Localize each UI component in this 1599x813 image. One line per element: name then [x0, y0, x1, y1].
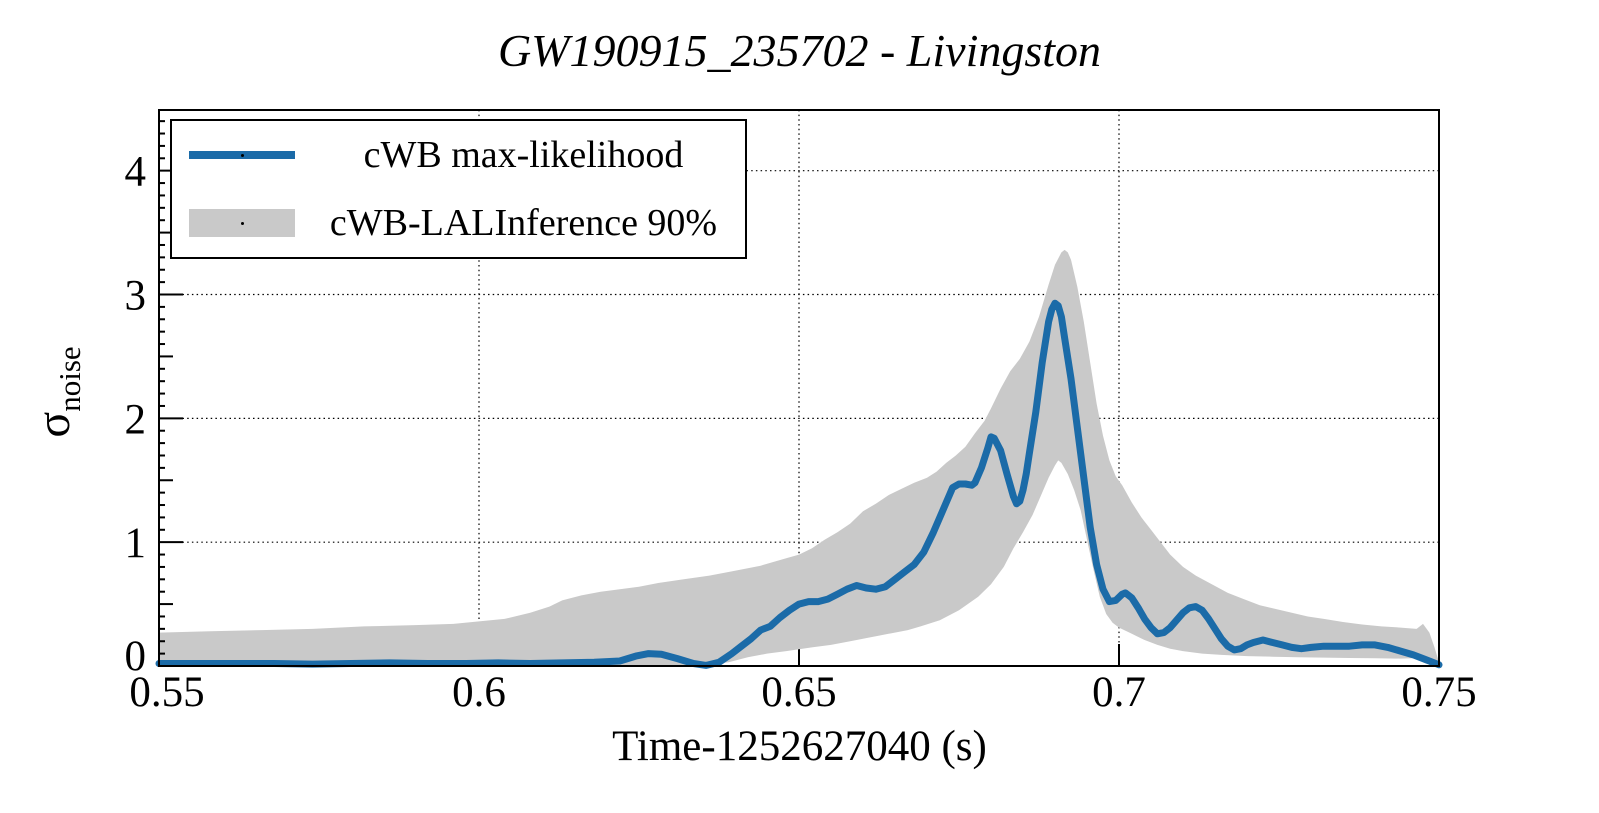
legend-marker-dot: [240, 153, 244, 157]
y-tick-label: 3: [125, 273, 147, 320]
x-tick-label: 0.75: [1401, 669, 1476, 716]
x-axis-label: Time-1252627040 (s): [612, 723, 987, 770]
x-tick-label: 0.7: [1092, 669, 1146, 716]
legend-band-swatch: [189, 209, 295, 237]
legend-label-confidence-band: cWB-LALInference 90%: [329, 202, 718, 244]
max-likelihood-curve: [155, 299, 1443, 669]
x-tick-label: 0.55: [129, 669, 204, 716]
x-tick-label: 0.6: [452, 669, 506, 716]
confidence-band: [159, 249, 1439, 666]
x-tick-label: 0.65: [761, 669, 836, 716]
y-tick-label: 0: [125, 633, 147, 680]
plot-frame: [158, 109, 1440, 667]
legend-entry-max-likelihood: cWB max-likelihood: [172, 121, 745, 189]
y-tick-label: 4: [125, 149, 147, 196]
page-title: GW190915_235702 - Livingston: [497, 25, 1102, 76]
legend-swatch-cell: [172, 209, 312, 237]
y-tick-label: 2: [125, 396, 147, 443]
legend-swatch-cell: [172, 151, 312, 159]
legend: cWB max-likelihood cWB-LALInference 90%: [170, 119, 747, 259]
legend-line-swatch: [189, 151, 295, 159]
y-tick-label: 1: [125, 520, 147, 567]
legend-label-max-likelihood: cWB max-likelihood: [363, 134, 684, 176]
legend-marker-dot: [240, 221, 244, 225]
legend-entry-confidence-band: cWB-LALInference 90%: [172, 189, 745, 257]
